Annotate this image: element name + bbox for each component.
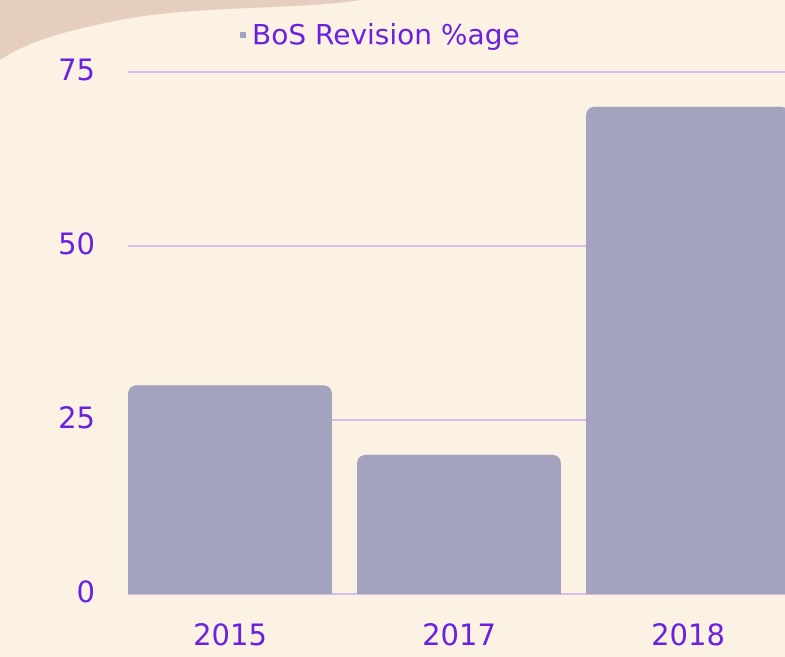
bar bbox=[128, 385, 332, 594]
legend-label: BoS Revision %age bbox=[252, 18, 520, 51]
y-tick-label: 25 bbox=[58, 401, 95, 435]
y-tick-label: 75 bbox=[58, 53, 95, 87]
decoration bbox=[0, 0, 360, 60]
bar bbox=[586, 106, 785, 594]
x-tick-label: 2017 bbox=[422, 618, 496, 652]
legend-marker bbox=[240, 32, 246, 38]
bar bbox=[357, 454, 561, 594]
y-tick-label: 50 bbox=[58, 227, 95, 261]
x-tick-label: 2015 bbox=[193, 618, 267, 652]
y-tick-label: 0 bbox=[77, 575, 95, 609]
x-tick-label: 2018 bbox=[651, 618, 725, 652]
